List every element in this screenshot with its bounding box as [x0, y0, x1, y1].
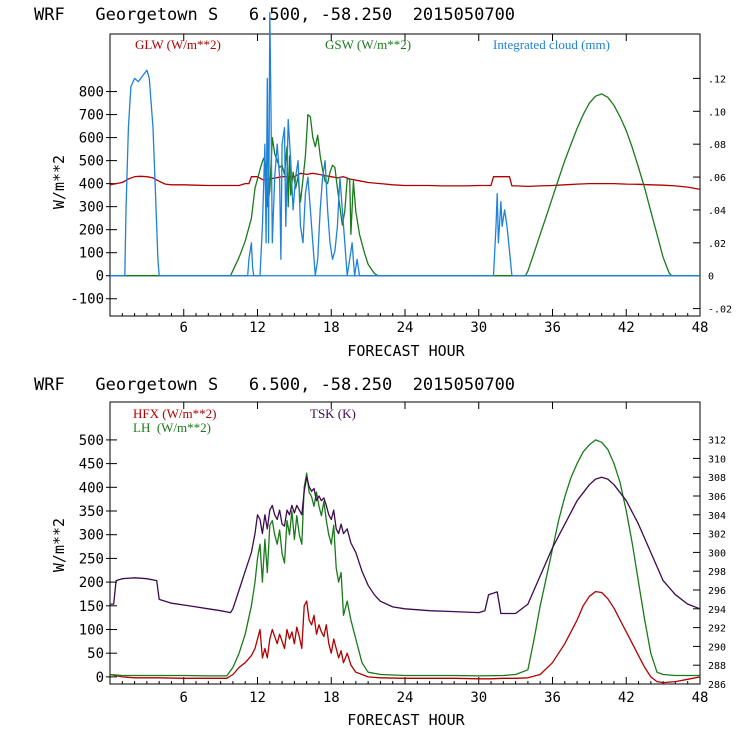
series-line-hfx [109, 590, 701, 684]
y2-tick-label: 298 [708, 567, 726, 578]
y-tick-label: -100 [70, 292, 104, 308]
y2-tick-label: 0 [708, 272, 714, 283]
y-tick-label: 0 [96, 269, 104, 285]
y-tick-label: 500 [79, 154, 104, 170]
x-tick-label: 12 [249, 320, 266, 336]
y-tick-label: 50 [87, 646, 104, 662]
y-tick-label: 700 [79, 108, 104, 124]
x-tick-label: 18 [323, 320, 340, 336]
y-tick-label: 200 [79, 575, 104, 591]
bottom-legend-hfx: HFX (W/m**2) [133, 406, 216, 421]
y2-tick-label: 294 [708, 605, 726, 616]
x-tick-label: 42 [618, 320, 635, 336]
y-tick-label: 200 [79, 223, 104, 239]
y2-tick-label: 300 [708, 548, 726, 559]
y2-tick-label: 304 [708, 511, 726, 522]
top-x-axis-label: FORECAST HOUR [347, 342, 465, 360]
y-tick-label: 0 [96, 670, 104, 686]
series-line-lh [109, 439, 700, 677]
x-tick-label: 6 [180, 320, 188, 336]
y2-tick-label: .10 [708, 107, 726, 118]
x-tick-label: 24 [397, 690, 414, 706]
y-tick-label: 300 [79, 528, 104, 544]
y-tick-label: 450 [79, 457, 104, 473]
x-tick-label: 18 [323, 690, 340, 706]
x-tick-label: 36 [544, 690, 561, 706]
x-tick-label: 48 [692, 690, 709, 706]
bottom-x-axis-label: FORECAST HOUR [347, 711, 465, 729]
y2-tick-label: 288 [708, 661, 726, 672]
y2-tick-label: .02 [708, 239, 726, 250]
y2-tick-label: 292 [708, 624, 726, 635]
y-tick-label: 100 [79, 622, 104, 638]
y-tick-label: 350 [79, 504, 104, 520]
bottom-legend-tsk: TSK (K) [310, 406, 356, 421]
series-line-integrated [110, 11, 700, 277]
y-tick-label: 400 [79, 480, 104, 496]
y-tick-label: 100 [79, 246, 104, 262]
series-line-glw [109, 172, 701, 191]
y-tick-label: 250 [79, 551, 104, 567]
y2-tick-label: .12 [708, 74, 726, 85]
bottom-panel-title: WRF Georgetown S 6.500, -58.250 20150507… [34, 375, 515, 395]
y2-tick-label: .04 [708, 206, 726, 217]
y-tick-label: 800 [79, 85, 104, 101]
y2-tick-label: -.02 [708, 305, 732, 316]
x-tick-label: 6 [180, 690, 188, 706]
top-y-axis-label: W/m**2 [50, 155, 68, 209]
top-legend-glw: GLW (W/m**2) [135, 37, 221, 52]
y-tick-label: 400 [79, 177, 104, 193]
y2-tick-label: 302 [708, 530, 726, 541]
bottom-legend-lh: LH (W/m**2) [133, 420, 211, 435]
y2-tick-label: .08 [708, 140, 726, 151]
y2-tick-label: 296 [708, 586, 726, 597]
top-legend-cloud: Integrated cloud (mm) [493, 37, 610, 52]
y2-tick-label: .06 [708, 173, 726, 184]
y-tick-label: 600 [79, 131, 104, 147]
y-tick-label: 500 [79, 433, 104, 449]
x-tick-label: 24 [397, 320, 414, 336]
x-tick-label: 42 [618, 690, 635, 706]
y-tick-label: 150 [79, 599, 104, 615]
top-panel-title: WRF Georgetown S 6.500, -58.250 20150507… [34, 5, 515, 25]
y2-tick-label: 310 [708, 454, 726, 465]
y-tick-label: 300 [79, 200, 104, 216]
top-panel: WRF Georgetown S 6.500, -58.250 20150507… [34, 5, 732, 360]
x-tick-label: 30 [470, 320, 487, 336]
x-tick-label: 30 [470, 690, 487, 706]
bottom-y-axis-label: W/m**2 [50, 518, 68, 572]
y2-tick-label: 312 [708, 436, 726, 447]
y2-tick-label: 306 [708, 492, 726, 503]
bottom-panel: WRF Georgetown S 6.500, -58.250 20150507… [34, 375, 726, 729]
x-tick-label: 48 [692, 320, 709, 336]
series-line-tsk [110, 476, 701, 615]
top-legend-gsw: GSW (W/m**2) [325, 37, 411, 52]
series-line-gsw [110, 93, 700, 277]
x-tick-label: 12 [249, 690, 266, 706]
y2-tick-label: 286 [708, 680, 726, 691]
y2-tick-label: 290 [708, 642, 726, 653]
x-tick-label: 36 [544, 320, 561, 336]
y2-tick-label: 308 [708, 473, 726, 484]
